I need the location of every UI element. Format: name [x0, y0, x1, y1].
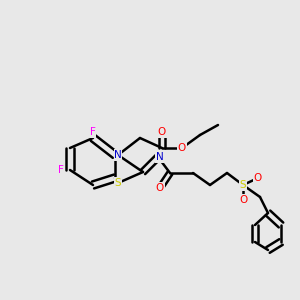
Text: S: S [115, 178, 121, 188]
Text: F: F [58, 165, 64, 175]
Text: O: O [178, 143, 186, 153]
Text: F: F [90, 127, 96, 137]
Text: N: N [156, 152, 164, 162]
Text: N: N [114, 150, 122, 160]
Text: O: O [156, 183, 164, 193]
Text: O: O [158, 127, 166, 137]
Text: O: O [254, 173, 262, 183]
Text: O: O [239, 195, 247, 205]
Text: S: S [240, 180, 246, 190]
